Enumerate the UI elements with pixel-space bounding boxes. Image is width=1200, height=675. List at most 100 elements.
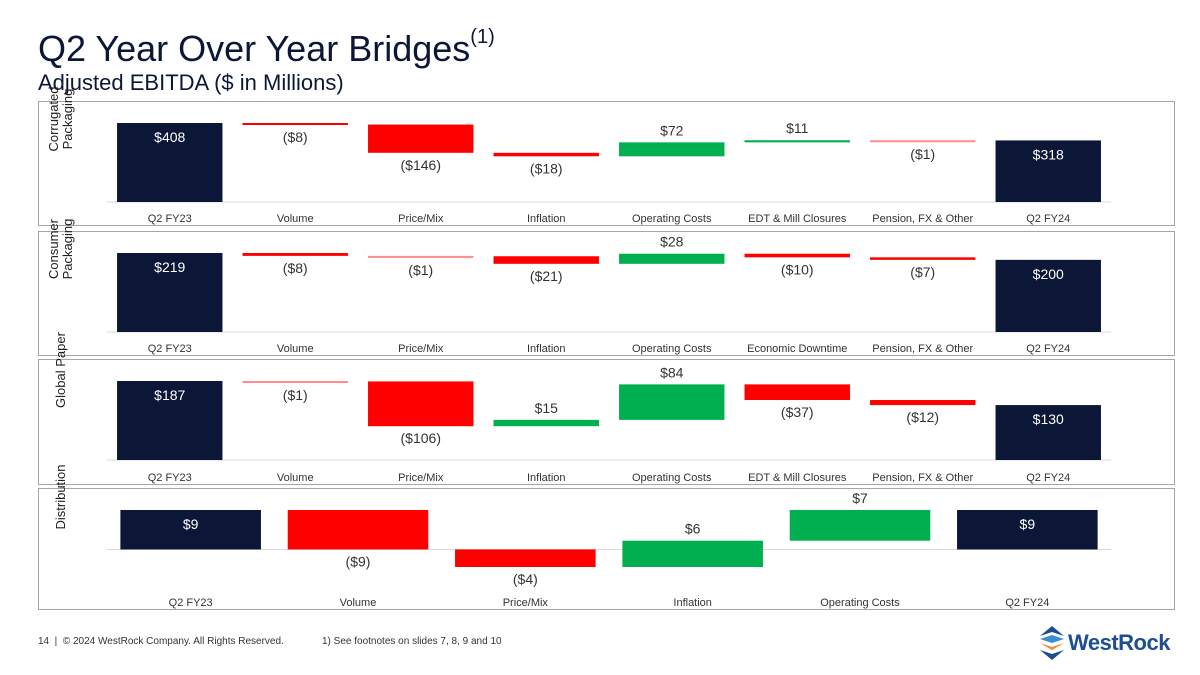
data-label: $130 — [1033, 411, 1064, 427]
data-label: ($1) — [910, 146, 935, 162]
category-label: Inflation — [673, 597, 712, 609]
bar-price-mix — [368, 124, 474, 153]
data-label: ($10) — [781, 261, 814, 277]
category-label: Volume — [277, 213, 314, 225]
bar-price-mix — [455, 549, 596, 567]
category-label: Pension, FX & Other — [872, 343, 973, 355]
category-label: Price/Mix — [398, 472, 444, 484]
category-label: Q2 FY24 — [1026, 343, 1070, 355]
bar-price-mix — [368, 255, 474, 258]
bar-inflation — [493, 152, 599, 157]
footnote: 1) See footnotes on slides 7, 8, 9 and 1… — [322, 636, 502, 647]
bar-volume — [287, 510, 429, 550]
category-label: Q2 FY23 — [169, 597, 213, 609]
category-label: Operating Costs — [632, 213, 712, 225]
bar-economic-downtime — [744, 253, 850, 258]
data-label: ($9) — [346, 553, 371, 569]
data-label: ($18) — [530, 160, 563, 176]
category-label: Operating Costs — [820, 597, 900, 609]
category-label: Economic Downtime — [747, 343, 847, 355]
data-label: ($21) — [530, 268, 563, 284]
bar-q2-fy24 — [995, 140, 1101, 202]
category-label: Q2 FY24 — [1026, 472, 1070, 484]
bar-q2-fy23 — [120, 510, 261, 550]
bar-volume — [242, 253, 348, 256]
title-text: Q2 Year Over Year Bridges — [38, 28, 471, 69]
data-label: $219 — [154, 259, 185, 275]
bar-inflation — [493, 419, 599, 427]
data-label: ($1) — [283, 387, 308, 403]
category-label: Price/Mix — [398, 343, 444, 355]
data-label: $318 — [1033, 146, 1064, 162]
category-label: Pension, FX & Other — [872, 213, 973, 225]
bar-volume — [242, 381, 348, 383]
bar-q2-fy24 — [995, 259, 1101, 332]
bar-inflation — [622, 540, 763, 567]
footer: 14 | © 2024 WestRock Company. All Rights… — [38, 636, 284, 647]
bar-pension-fx-other — [870, 400, 976, 406]
bar-q2-fy23 — [117, 253, 223, 332]
data-label: $9 — [183, 516, 199, 532]
bar-q2-fy24 — [995, 405, 1101, 460]
panel-distribution: Distribution $9 Q2 FY23 ($9) Volume ($4) Price… — [38, 464, 1175, 610]
category-label: Operating Costs — [632, 343, 712, 355]
slide-subtitle: Adjusted EBITDA ($ in Millions) — [38, 70, 344, 95]
category-label: Pension, FX & Other — [872, 472, 973, 484]
title-footnote-ref: (1) — [470, 26, 495, 48]
data-label: $408 — [154, 129, 185, 145]
data-label: $11 — [786, 120, 809, 136]
bar-q2-fy23 — [117, 381, 223, 460]
data-label: $7 — [852, 490, 868, 506]
category-label: Q2 FY23 — [148, 472, 192, 484]
category-label: Inflation — [527, 213, 566, 225]
bar-q2-fy24 — [957, 510, 1098, 550]
page-number: 14 — [38, 636, 50, 647]
category-label: Q2 FY24 — [1026, 213, 1070, 225]
panel-consumer: Consumer Packaging $219 Q2 FY23 ($8) Volume ($… — [38, 218, 1175, 356]
westrock-logo: WestRock — [1040, 626, 1170, 660]
data-label: $28 — [660, 234, 684, 250]
data-label: ($4) — [513, 571, 538, 587]
bar-operating-costs — [789, 510, 931, 541]
category-label: Q2 FY23 — [148, 213, 192, 225]
panel-corrugated: Corrugated Packaging $408 Q2 FY23 ($8) Volume… — [38, 86, 1175, 226]
category-label: Price/Mix — [503, 597, 549, 609]
copyright: © 2024 WestRock Company. All Rights Rese… — [62, 636, 284, 647]
category-label: EDT & Mill Closures — [748, 213, 847, 225]
data-label: ($37) — [781, 404, 814, 420]
category-label: Q2 FY24 — [1005, 597, 1049, 609]
slide-title: Q2 Year Over Year Bridges(1) — [38, 26, 495, 70]
category-label: Inflation — [527, 472, 566, 484]
category-label: EDT & Mill Closures — [748, 472, 847, 484]
bar-operating-costs — [619, 253, 725, 264]
data-label: ($7) — [910, 264, 935, 280]
data-label: $72 — [660, 122, 684, 138]
bar-inflation — [493, 256, 599, 264]
data-label: ($106) — [401, 430, 441, 446]
bar-pension-fx-other — [870, 257, 976, 260]
category-label: Inflation — [527, 343, 566, 355]
data-label: ($146) — [401, 157, 441, 173]
category-label: Q2 FY23 — [148, 343, 192, 355]
bar-operating-costs — [619, 384, 725, 420]
category-label: Volume — [277, 472, 314, 484]
data-label: $6 — [685, 521, 701, 537]
bar-price-mix — [368, 381, 474, 427]
waterfall-chart: $219 Q2 FY23 ($8) Volume ($1) Price/Mix ($21) I… — [107, 234, 1111, 355]
logo-text: WestRock — [1068, 630, 1170, 655]
westrock-logo-icon — [1040, 626, 1064, 660]
data-label: $187 — [154, 387, 185, 403]
bar-volume — [242, 123, 348, 125]
data-label: ($8) — [283, 129, 308, 145]
category-label: Volume — [340, 597, 377, 609]
category-label: Price/Mix — [398, 213, 444, 225]
bar-q2-fy23 — [117, 123, 223, 202]
bar-edt-mill-closures — [744, 384, 850, 401]
waterfall-chart: $187 Q2 FY23 ($1) Volume ($106) Price/Mix $15 I… — [107, 364, 1111, 484]
data-label: ($12) — [906, 409, 939, 425]
bar-pension-fx-other — [870, 140, 976, 143]
bar-edt-mill-closures — [744, 140, 850, 143]
waterfall-chart: $9 Q2 FY23 ($9) Volume ($4) Price/Mix $6 Inflat… — [107, 490, 1111, 609]
waterfall-chart: $408 Q2 FY23 ($8) Volume ($146) Price/Mix ($18… — [107, 120, 1111, 225]
bar-operating-costs — [619, 142, 725, 157]
